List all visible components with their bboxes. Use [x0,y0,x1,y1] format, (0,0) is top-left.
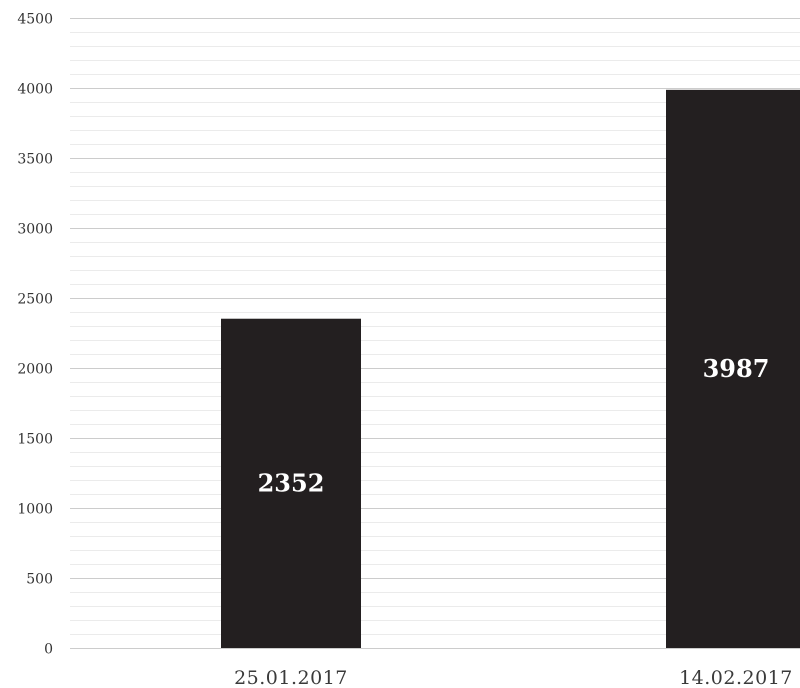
y-tick-label: 1500 [17,432,53,448]
bar [666,89,800,648]
y-tick-label: 3500 [17,152,53,168]
y-tick-label: 4500 [17,12,53,28]
data-labels: 2352 3987 [258,354,770,497]
y-tick-label: 500 [26,572,53,588]
x-tick-label: 25.01.2017 [234,667,348,688]
y-tick-label: 3000 [17,222,53,238]
bar [221,318,361,648]
y-tick-label: 1000 [17,502,53,518]
x-axis-tick-labels: 25.01.2017 14.02.2017 [234,667,793,688]
y-tick-label: 2500 [17,292,53,308]
x-tick-label: 14.02.2017 [679,667,793,688]
y-axis-tick-labels: 0 500 1000 1500 2000 2500 3000 3500 4000 4500 [17,12,53,658]
data-label: 2352 [258,468,325,497]
y-tick-label: 0 [44,642,53,658]
data-label: 3987 [703,354,770,383]
y-tick-label: 2000 [17,362,53,378]
y-tick-label: 4000 [17,82,53,98]
bars [221,89,800,648]
